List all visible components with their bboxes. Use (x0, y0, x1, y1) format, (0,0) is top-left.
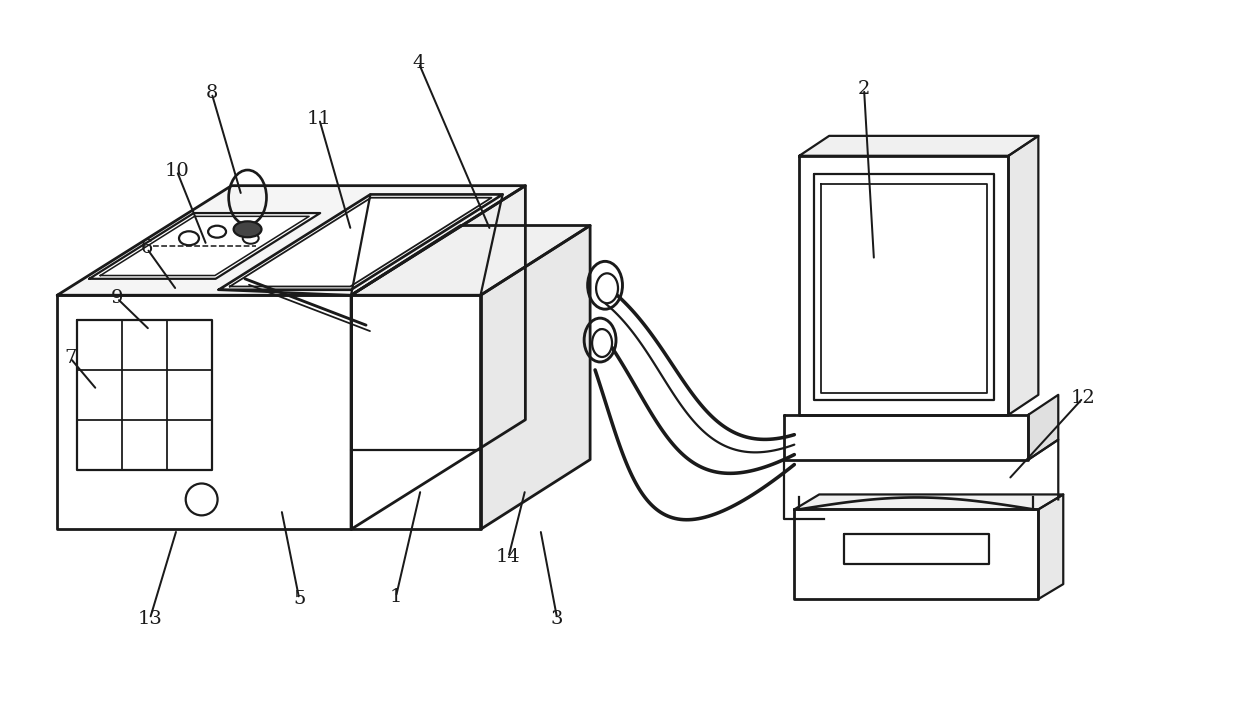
Text: 10: 10 (165, 162, 190, 179)
Text: 3: 3 (551, 610, 563, 628)
Polygon shape (1028, 395, 1058, 459)
Polygon shape (815, 174, 993, 400)
Text: 2: 2 (858, 80, 870, 98)
Polygon shape (800, 156, 1008, 415)
Text: 13: 13 (138, 610, 162, 628)
Polygon shape (821, 184, 987, 393)
Polygon shape (351, 295, 481, 530)
Polygon shape (57, 186, 526, 295)
Text: 1: 1 (389, 588, 402, 606)
Polygon shape (481, 225, 590, 530)
Polygon shape (785, 415, 1028, 459)
Text: 9: 9 (110, 289, 123, 307)
Polygon shape (218, 194, 502, 290)
Polygon shape (795, 509, 1038, 599)
Polygon shape (1038, 494, 1063, 599)
Ellipse shape (593, 329, 613, 357)
Text: 12: 12 (1071, 389, 1096, 407)
Polygon shape (795, 494, 1063, 509)
Polygon shape (351, 225, 590, 295)
Polygon shape (57, 295, 351, 530)
Polygon shape (800, 136, 1038, 156)
Text: 6: 6 (140, 240, 153, 257)
Polygon shape (89, 213, 320, 279)
Text: 5: 5 (293, 590, 305, 608)
Polygon shape (844, 535, 988, 564)
Ellipse shape (233, 221, 262, 238)
Polygon shape (1008, 136, 1038, 415)
Text: 11: 11 (306, 110, 331, 128)
Text: 14: 14 (496, 548, 521, 566)
Text: 4: 4 (413, 54, 425, 72)
Polygon shape (77, 320, 212, 469)
Polygon shape (351, 186, 526, 530)
Ellipse shape (596, 273, 618, 303)
Text: 7: 7 (64, 349, 77, 367)
Text: 8: 8 (206, 84, 218, 102)
